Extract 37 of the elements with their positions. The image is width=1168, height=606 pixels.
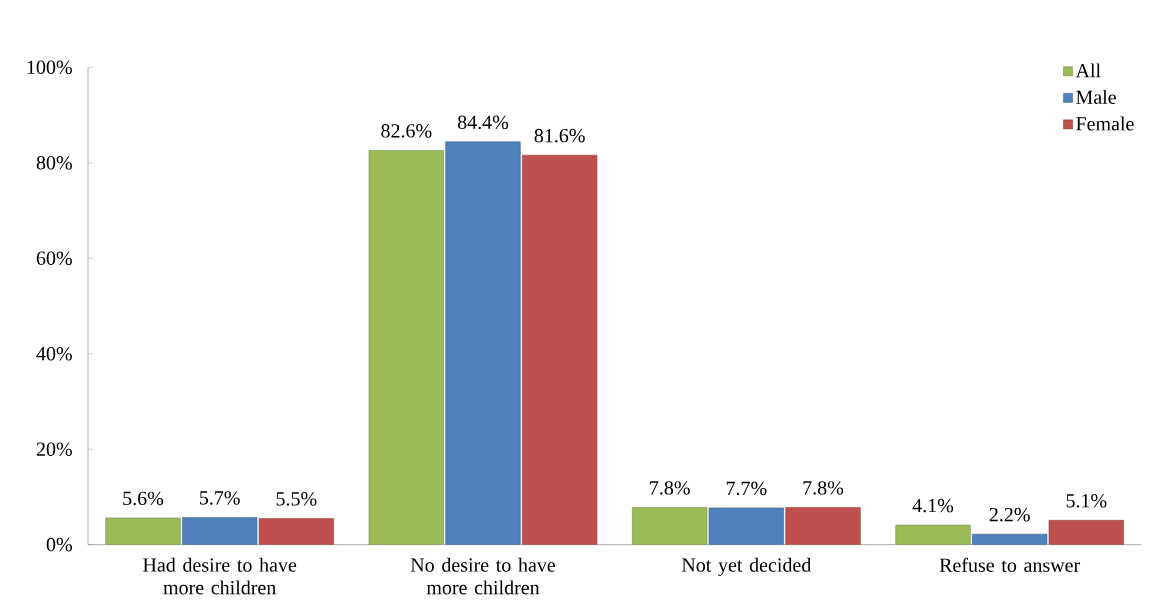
bar [522,154,598,545]
bar [785,507,861,545]
data-label: 5.1% [1066,494,1107,508]
x-tick-label: Had desire to have more children [143,557,297,595]
y-tick-label: 40% [36,346,72,361]
data-label: 5.7% [200,491,240,505]
legend-label: All [1075,63,1101,78]
bar [368,150,444,545]
data-label: 7.7% [726,481,767,496]
data-label: 2.2% [989,507,1030,522]
data-label: 84.4% [457,115,509,130]
x-tick-label: Not yet decided [681,557,812,576]
bar [258,518,334,545]
x-tick-label: Refuse to answer [939,557,1081,572]
bar [972,533,1048,545]
y-tick-label: 100% [27,60,72,75]
legend-label: Female [1076,116,1134,131]
bar [895,524,971,545]
bar [105,517,181,545]
bar [632,507,708,545]
bar [1048,520,1124,545]
data-label: 5.6% [123,491,164,506]
y-tick-label: 80% [36,156,72,170]
data-label: 5.5% [276,492,317,506]
legend-label: Male [1076,89,1116,104]
data-label: 4.1% [912,498,954,513]
x-tick-label: No desire to have more children [410,557,556,595]
data-label: 82.6% [381,124,432,138]
y-tick-label: 60% [36,251,72,266]
y-tick-label: 20% [36,442,72,456]
data-label: 81.6% [534,128,585,143]
bar [445,141,521,545]
data-label: 7.8% [650,481,690,495]
bar [182,517,258,545]
data-label: 7.8% [803,481,844,495]
y-tick-label: 0% [46,537,72,552]
bar [708,507,784,545]
